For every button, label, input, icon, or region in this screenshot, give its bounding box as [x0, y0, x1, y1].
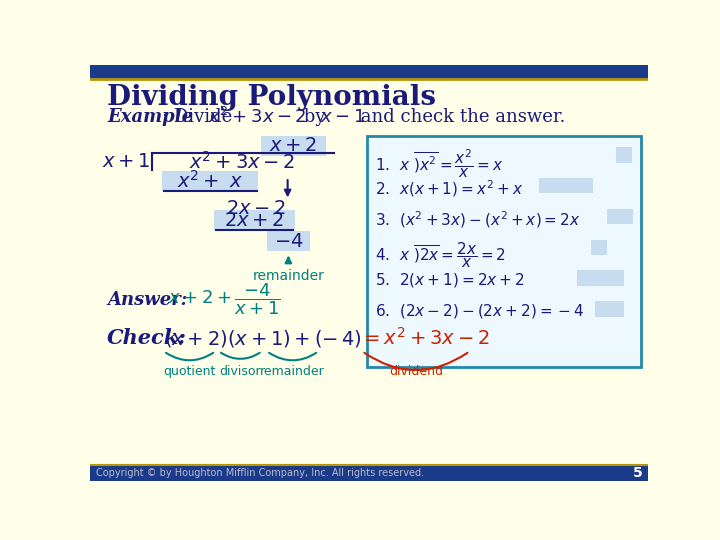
- FancyBboxPatch shape: [162, 171, 258, 191]
- FancyBboxPatch shape: [591, 240, 607, 255]
- Text: by: by: [297, 108, 330, 126]
- Text: Dividing Polynomials: Dividing Polynomials: [107, 84, 436, 111]
- FancyBboxPatch shape: [607, 209, 634, 224]
- Text: $x + 2 + \dfrac{-4}{x+1}$: $x + 2 + \dfrac{-4}{x+1}$: [168, 282, 281, 318]
- Text: and check the answer.: and check the answer.: [355, 108, 565, 126]
- Text: $-4$: $-4$: [274, 232, 303, 251]
- Text: 3.  $(x^2+3x)-(x^2+x) = 2x$: 3. $(x^2+3x)-(x^2+x) = 2x$: [375, 210, 581, 230]
- Text: dividend: dividend: [389, 365, 443, 378]
- Text: Answer:: Answer:: [107, 291, 187, 309]
- Text: Check:: Check:: [107, 328, 187, 348]
- FancyBboxPatch shape: [539, 178, 593, 193]
- FancyBboxPatch shape: [577, 271, 624, 286]
- Text: $x - 1$: $x - 1$: [320, 108, 365, 126]
- Text: remainder: remainder: [253, 269, 324, 283]
- Text: $2x + 2$: $2x + 2$: [224, 211, 284, 230]
- Text: 4.  $x\ \overline{)2x} = \dfrac{2x}{x} = 2$: 4. $x\ \overline{)2x} = \dfrac{2x}{x} = …: [375, 240, 506, 270]
- Bar: [90, 65, 648, 79]
- Text: $x + 1$: $x + 1$: [102, 153, 150, 171]
- Text: quotient: quotient: [163, 365, 216, 378]
- Text: divisor: divisor: [220, 365, 261, 378]
- Bar: [90, 465, 648, 481]
- Text: 2.  $x(x+1) = x^2 + x$: 2. $x(x+1) = x^2 + x$: [375, 179, 523, 199]
- Text: $(x + 2)(x + 1) + (-\,4)$: $(x + 2)(x + 1) + (-\,4)$: [163, 328, 361, 349]
- Text: $x^2 + 3x - 2$: $x^2 + 3x - 2$: [189, 151, 296, 173]
- FancyBboxPatch shape: [261, 136, 325, 156]
- Text: $x^2 + 3x - 2$: $x^2 + 3x - 2$: [208, 107, 306, 127]
- Text: Copyright © by Houghton Mifflin Company, Inc. All rights reserved.: Copyright © by Houghton Mifflin Company,…: [96, 468, 424, 478]
- Text: $= x^2 + 3x - 2$: $= x^2 + 3x - 2$: [360, 327, 490, 349]
- FancyBboxPatch shape: [366, 136, 641, 367]
- FancyBboxPatch shape: [214, 211, 294, 231]
- Text: Example: Example: [107, 108, 193, 126]
- Text: 6.  $(2x-2)-(2x+2) = -4$: 6. $(2x-2)-(2x+2) = -4$: [375, 302, 585, 320]
- FancyBboxPatch shape: [595, 301, 624, 316]
- Text: $x + 2$: $x + 2$: [269, 136, 318, 155]
- Text: 5: 5: [633, 466, 642, 480]
- FancyBboxPatch shape: [616, 147, 631, 163]
- Text: 1.  $x\ \overline{)x^2} = \dfrac{x^2}{x} = x$: 1. $x\ \overline{)x^2} = \dfrac{x^2}{x} …: [375, 148, 504, 180]
- Text: remainder: remainder: [261, 365, 325, 378]
- Text: 5.  $2(x+1) = 2x + 2$: 5. $2(x+1) = 2x + 2$: [375, 271, 525, 289]
- Text: $x^2 +\ x$: $x^2 +\ x$: [177, 170, 243, 192]
- Text: $2x - 2$: $2x - 2$: [227, 199, 287, 218]
- FancyBboxPatch shape: [266, 231, 310, 251]
- Text: : Divide: : Divide: [162, 108, 238, 126]
